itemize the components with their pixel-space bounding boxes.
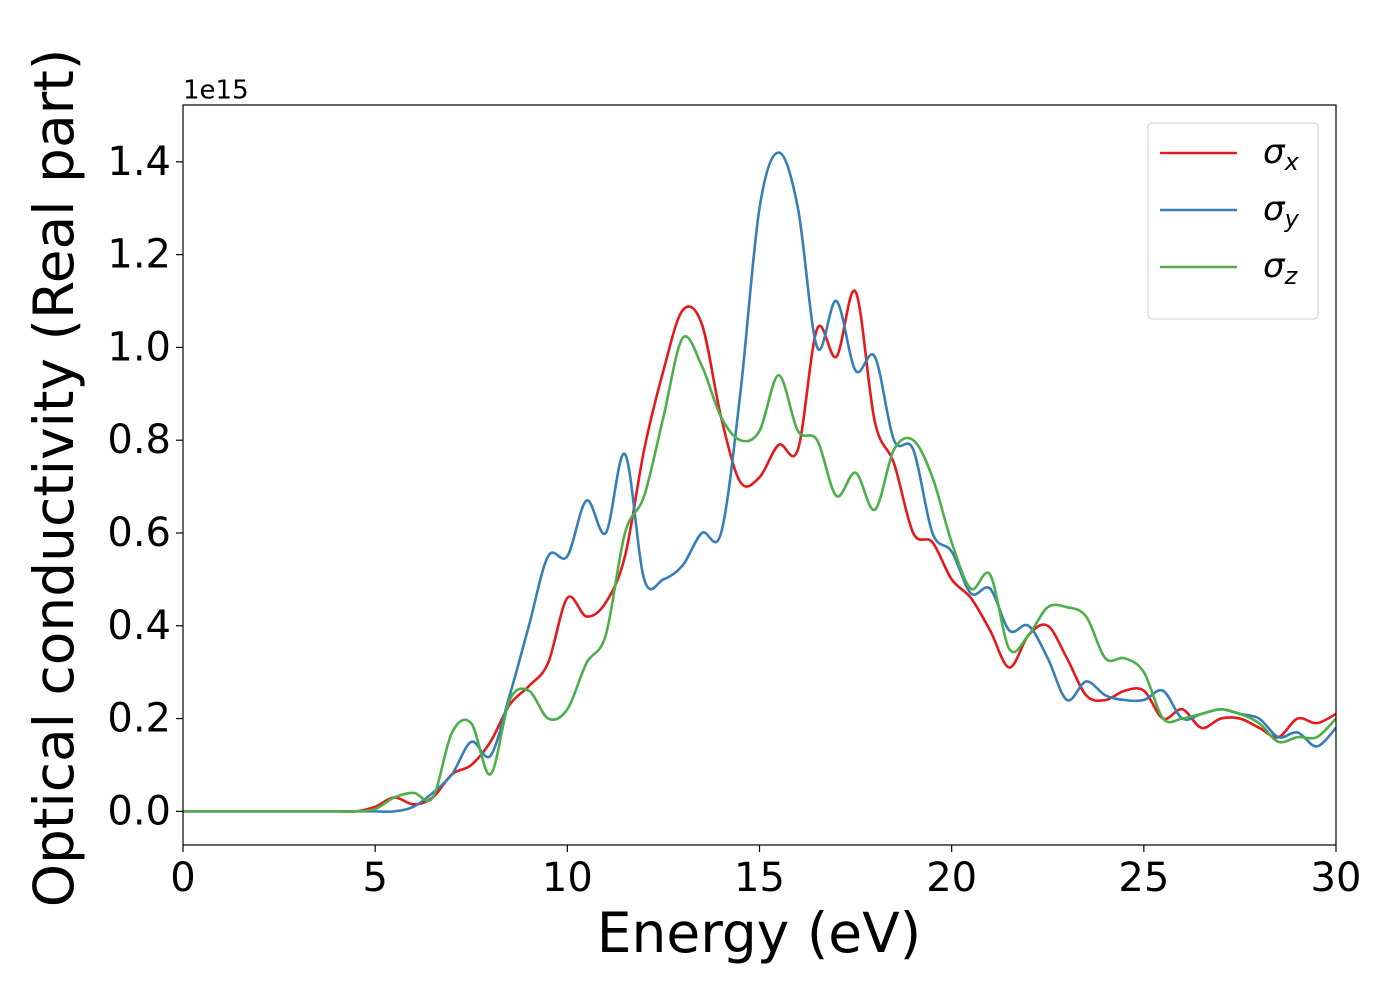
- legend-box: [1147, 122, 1319, 320]
- y-tick-label: 1.0: [107, 324, 171, 370]
- legend-label: σz: [1263, 246, 1299, 291]
- y-tick-label: 0.6: [107, 510, 171, 556]
- series-line: [183, 151, 1336, 814]
- y-axis-label: Optical conductivity (Real part): [22, 49, 86, 908]
- legend-label: σx: [1263, 132, 1300, 177]
- y-tick-label: 1.2: [107, 232, 171, 278]
- y-tick-label: 1.4: [107, 139, 171, 185]
- x-tick-label: 0: [170, 855, 195, 901]
- plot-frame: [182, 104, 1337, 846]
- x-axis-label: Energy (eV): [597, 901, 921, 965]
- series-line: [183, 335, 1336, 813]
- x-tick-label: 5: [362, 855, 387, 901]
- y-tick-label: 0.0: [107, 788, 171, 834]
- y-tick-label: 0.2: [107, 696, 171, 742]
- y-tick-label: 0.4: [107, 603, 171, 649]
- x-tick-label: 25: [1118, 855, 1169, 901]
- x-tick-label: 20: [926, 855, 977, 901]
- series-line: [183, 289, 1336, 814]
- x-tick-label: 15: [734, 855, 785, 901]
- x-tick-label: 10: [542, 855, 593, 901]
- x-tick-label: 30: [1311, 855, 1362, 901]
- offset-label: 1e15: [183, 76, 249, 106]
- legend-label: σy: [1263, 189, 1300, 234]
- y-tick-label: 0.8: [107, 417, 171, 463]
